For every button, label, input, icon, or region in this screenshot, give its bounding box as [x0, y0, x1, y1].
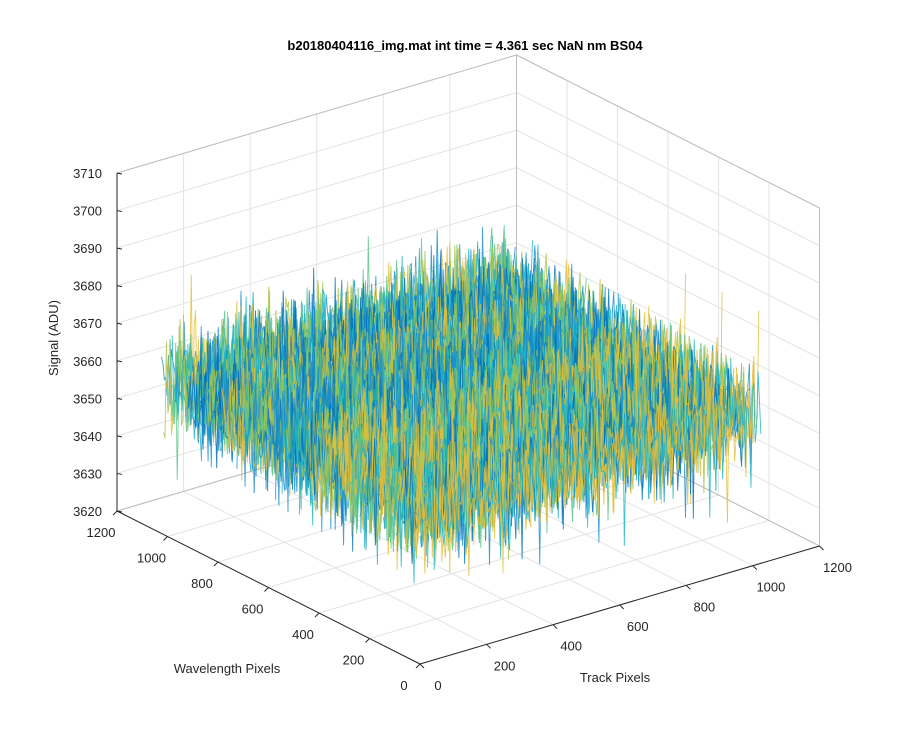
x-tick-labels: 0 200 400 600 800 1000 1200: [419, 545, 852, 693]
z-tick-mark: [116, 472, 123, 475]
x-tick-label: 1200: [823, 560, 852, 575]
y-tick-mark: [365, 638, 370, 643]
z-tick-label: 3640: [73, 429, 102, 444]
x-tick-label: 800: [693, 599, 715, 614]
x-tick-mark: [819, 545, 824, 551]
grid-line: [516, 242, 820, 397]
surface-mesh: [160, 224, 762, 584]
grid-line: [516, 92, 820, 247]
z-tick-label: 3630: [73, 466, 102, 481]
grid-line: [369, 520, 770, 639]
grid-line: [516, 167, 820, 322]
z-tick-mark: [116, 172, 123, 175]
box-edge: [516, 54, 820, 209]
z-tick-mark: [116, 510, 123, 513]
y-tick-mark: [112, 510, 118, 516]
surface-row: [419, 371, 762, 571]
grid-line: [116, 204, 517, 324]
grid-line: [516, 129, 820, 284]
y-axis-label: Wavelength Pixels: [174, 661, 281, 676]
y-tick-label: 200: [343, 653, 365, 668]
x-tick-label: 200: [494, 658, 516, 673]
z-tick-label: 3700: [73, 204, 102, 219]
y-tick-label: 600: [242, 602, 264, 617]
x-tick-mark: [685, 584, 691, 590]
z-tick-label: 3690: [73, 241, 102, 256]
z-tick-mark: [116, 210, 123, 213]
z-tick-label: 3620: [73, 504, 102, 519]
x-tick-label: 0: [434, 678, 441, 693]
y-tick-mark: [264, 587, 269, 592]
box-edge: [116, 54, 517, 174]
x-tick-label: 1000: [756, 580, 785, 595]
y-tick-label: 400: [292, 627, 314, 642]
x-axis-label: Track Pixels: [580, 670, 651, 685]
z-tick-label: 3710: [73, 166, 102, 181]
z-axis-label: Signal (ADU): [46, 300, 61, 376]
x-tick-mark: [419, 663, 425, 669]
y-tick-mark: [213, 561, 219, 567]
z-tick-mark: [116, 360, 123, 363]
z-tick-label: 3650: [73, 391, 102, 406]
chart-title: b20180404116_img.mat int time = 4.361 se…: [287, 38, 643, 53]
x-tick-label: 600: [627, 619, 649, 634]
x-tick-mark: [619, 604, 625, 610]
z-tick-labels: 3620 3630 3640 3650 3660 3670 3680 3690 3700 3710: [73, 166, 123, 519]
z-tick-label: 3670: [73, 316, 102, 331]
grid-line: [516, 204, 820, 359]
z-tick-mark: [116, 322, 123, 325]
z-tick-label: 3680: [73, 279, 102, 294]
y-tick-label: 1000: [137, 551, 166, 566]
y-tick-mark: [314, 612, 320, 618]
y-tick-labels: 0 200 400 600 800 1000 1200: [87, 510, 421, 693]
z-tick-mark: [116, 435, 123, 438]
grid-line: [318, 494, 719, 614]
y-tick-label: 0: [400, 678, 407, 693]
x-tick-label: 400: [560, 639, 582, 654]
grid-line: [116, 167, 517, 287]
y-tick-label: 800: [191, 576, 213, 591]
x-tick-mark: [752, 565, 758, 571]
x-tick-mark: [552, 624, 558, 630]
z-tick-mark: [116, 285, 123, 288]
y-tick-label: 1200: [87, 525, 116, 540]
grid-line: [116, 92, 517, 212]
z-tick-label: 3660: [73, 354, 102, 369]
z-tick-mark: [116, 397, 123, 400]
grid-line: [116, 129, 517, 249]
z-tick-mark: [116, 247, 123, 250]
y-tick-mark: [163, 536, 168, 541]
y-tick-mark: [415, 663, 421, 669]
x-tick-mark: [486, 643, 491, 649]
